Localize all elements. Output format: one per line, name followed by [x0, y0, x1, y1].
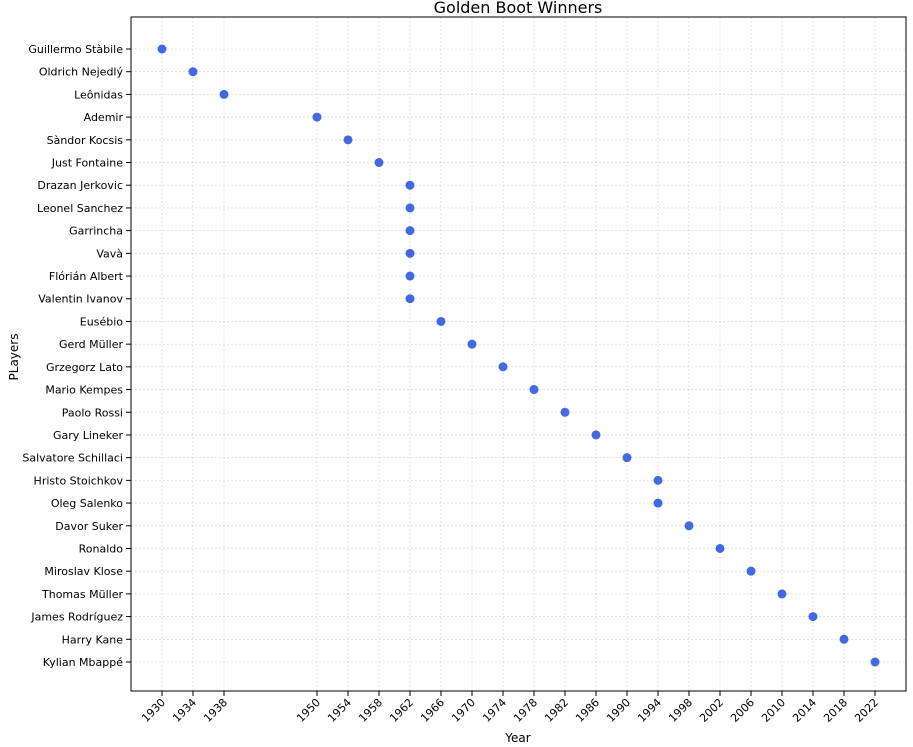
- y-tick-label: Leônidas: [74, 88, 123, 101]
- data-point: [839, 634, 849, 644]
- y-tick-label: Just Fontaine: [51, 157, 123, 170]
- x-axis-label: Year: [504, 731, 530, 745]
- x-tick-label: 2014: [790, 696, 819, 725]
- y-axis: Guillermo Stàbile Oldrich Nejedlý Leônidas…: [22, 43, 131, 669]
- y-tick-label: Oldrich Nejedlý: [39, 66, 124, 79]
- x-tick-label: 1998: [666, 696, 695, 725]
- y-tick-label: Hristo Stoichkov: [34, 474, 124, 487]
- y-tick-label: Garrincha: [69, 225, 123, 238]
- data-point: [343, 135, 353, 145]
- y-tick-label: Kylian Mbappé: [43, 656, 123, 669]
- data-point: [157, 44, 167, 54]
- data-point: [188, 67, 198, 77]
- y-tick-label: Davor Suker: [55, 520, 123, 533]
- x-tick-label: 1978: [511, 696, 540, 725]
- data-point: [374, 158, 384, 168]
- x-tick-label: 1990: [604, 696, 633, 725]
- x-tick-label: 1986: [573, 696, 602, 725]
- x-tick-label: 1950: [294, 696, 323, 725]
- x-tick-label: 1938: [201, 696, 230, 725]
- y-tick-label: Mario Kempes: [45, 384, 123, 397]
- y-tick-label: Valentin Ivanov: [38, 293, 123, 306]
- data-point: [405, 180, 415, 190]
- y-tick-label: Thomas Müller: [41, 588, 123, 601]
- y-tick-label: Vavà: [96, 247, 123, 260]
- x-tick-label: 2018: [821, 696, 850, 725]
- x-tick-label: 2006: [728, 696, 757, 725]
- plot-area: [130, 16, 907, 692]
- y-tick-label: Drazan Jerkovic: [37, 179, 123, 192]
- data-point: [405, 294, 415, 304]
- x-tick-label: 1954: [325, 696, 354, 725]
- x-tick-label: 1974: [480, 696, 509, 725]
- x-tick-label: 1962: [387, 696, 416, 725]
- data-point: [653, 475, 663, 485]
- y-tick-label: Gerd Müller: [59, 338, 123, 351]
- data-point: [467, 339, 477, 349]
- x-tick-label: 1966: [418, 696, 447, 725]
- x-tick-label: 1982: [542, 696, 571, 725]
- data-point: [746, 566, 756, 576]
- y-tick-label: Leonel Sanchez: [37, 202, 123, 215]
- x-tick-label: 2002: [697, 696, 726, 725]
- data-point: [591, 430, 601, 440]
- x-tick-label: 1930: [139, 696, 168, 725]
- y-tick-label: Harry Kane: [62, 633, 124, 646]
- y-tick-label: Flórián Albert: [49, 270, 124, 283]
- data-point: [498, 362, 508, 372]
- data-point: [405, 226, 415, 236]
- y-tick-label: James Rodríguez: [30, 611, 123, 624]
- y-tick-label: Guillermo Stàbile: [28, 43, 123, 56]
- chart-title: Golden Boot Winners: [434, 0, 603, 17]
- grid-lines: [131, 17, 906, 691]
- data-point: [436, 316, 446, 326]
- y-tick-label: Miroslav Klose: [44, 565, 123, 578]
- data-point: [405, 248, 415, 258]
- data-point: [560, 407, 570, 417]
- y-tick-label: Ronaldo: [79, 542, 124, 555]
- y-tick-label: Salvatore Schillaci: [22, 452, 123, 465]
- data-point: [529, 385, 539, 395]
- data-point: [405, 203, 415, 213]
- x-tick-label: 1994: [635, 696, 664, 725]
- y-tick-label: Oleg Salenko: [51, 497, 123, 510]
- data-point: [715, 543, 725, 553]
- data-point: [870, 657, 880, 667]
- x-tick-label: 1970: [449, 696, 478, 725]
- data-point: [684, 521, 694, 531]
- data-point: [405, 271, 415, 281]
- data-point: [219, 89, 229, 99]
- x-tick-label: 1958: [356, 696, 385, 725]
- x-tick-label: 2010: [759, 696, 788, 725]
- data-point: [312, 112, 322, 122]
- y-tick-label: Gary Lineker: [53, 429, 123, 442]
- y-tick-label: Eusébio: [80, 315, 123, 328]
- data-point: [622, 453, 632, 463]
- y-tick-label: Sàndor Kocsis: [47, 134, 124, 147]
- x-axis: 1930 1934 1938 1950 1954 1958 1962 1966 1970 1974…: [139, 691, 881, 725]
- data-point: [653, 498, 663, 508]
- x-tick-label: 1934: [170, 696, 199, 725]
- y-tick-label: Grzegorz Lato: [46, 361, 123, 374]
- data-point: [808, 612, 818, 622]
- y-tick-label: Paolo Rossi: [62, 406, 123, 419]
- y-axis-label: PLayers: [7, 334, 21, 381]
- data-points: [157, 44, 880, 667]
- x-tick-label: 2022: [852, 696, 881, 725]
- y-tick-label: Ademir: [84, 111, 124, 124]
- data-point: [777, 589, 787, 599]
